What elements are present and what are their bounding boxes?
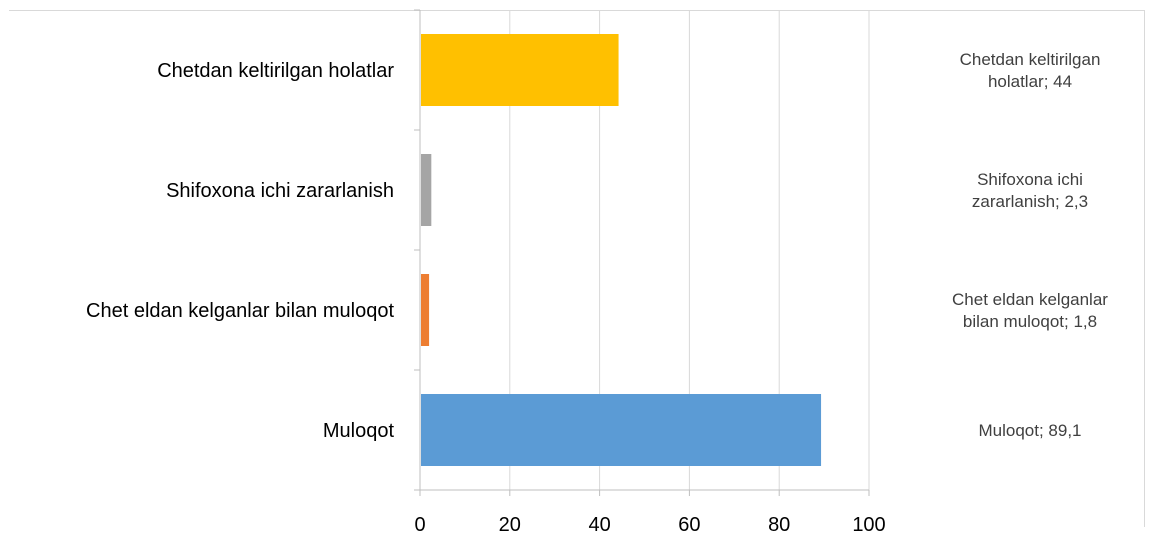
bar-chet-eldan-kelganlar-bilan-muloqot <box>421 274 430 346</box>
x-tick-label: 60 <box>678 514 700 536</box>
x-tick-labels: 0 20 40 60 80 100 <box>414 514 885 536</box>
bar-chetdan-keltirilgan-holatlar <box>421 34 619 106</box>
data-label: Chetdan keltirilgan holatlar; 44 <box>960 50 1101 91</box>
chart-frame <box>9 10 1145 527</box>
category-label: Chetdan keltirilgan holatlar <box>157 60 394 82</box>
category-label: Shifoxona ichi zararlanish <box>166 180 394 202</box>
data-label: Chet eldan kelganlar bilan muloqot; 1,8 <box>952 290 1108 331</box>
bars <box>421 34 822 466</box>
data-labels: Muloqot; 89,1 Chet eldan kelganlar bilan m… <box>952 50 1108 440</box>
category-labels: Muloqot Chet eldan kelganlar bilan muloqo… <box>86 60 394 442</box>
bar-shifoxona-ichi-zararlanish <box>421 154 432 226</box>
data-label: Shifoxona ichi zararlanish; 2,3 <box>972 170 1088 211</box>
category-label: Muloqot <box>323 420 395 442</box>
x-tick-label: 80 <box>768 514 790 536</box>
category-label: Chet eldan kelganlar bilan muloqot <box>86 300 394 322</box>
x-tick-label: 40 <box>588 514 610 536</box>
axes <box>414 9 870 496</box>
data-label: Muloqot; 89,1 <box>978 421 1081 440</box>
x-tick-label: 100 <box>852 514 885 536</box>
x-tick-label: 20 <box>499 514 521 536</box>
bar-muloqot <box>421 394 822 466</box>
x-tick-label: 0 <box>414 514 425 536</box>
